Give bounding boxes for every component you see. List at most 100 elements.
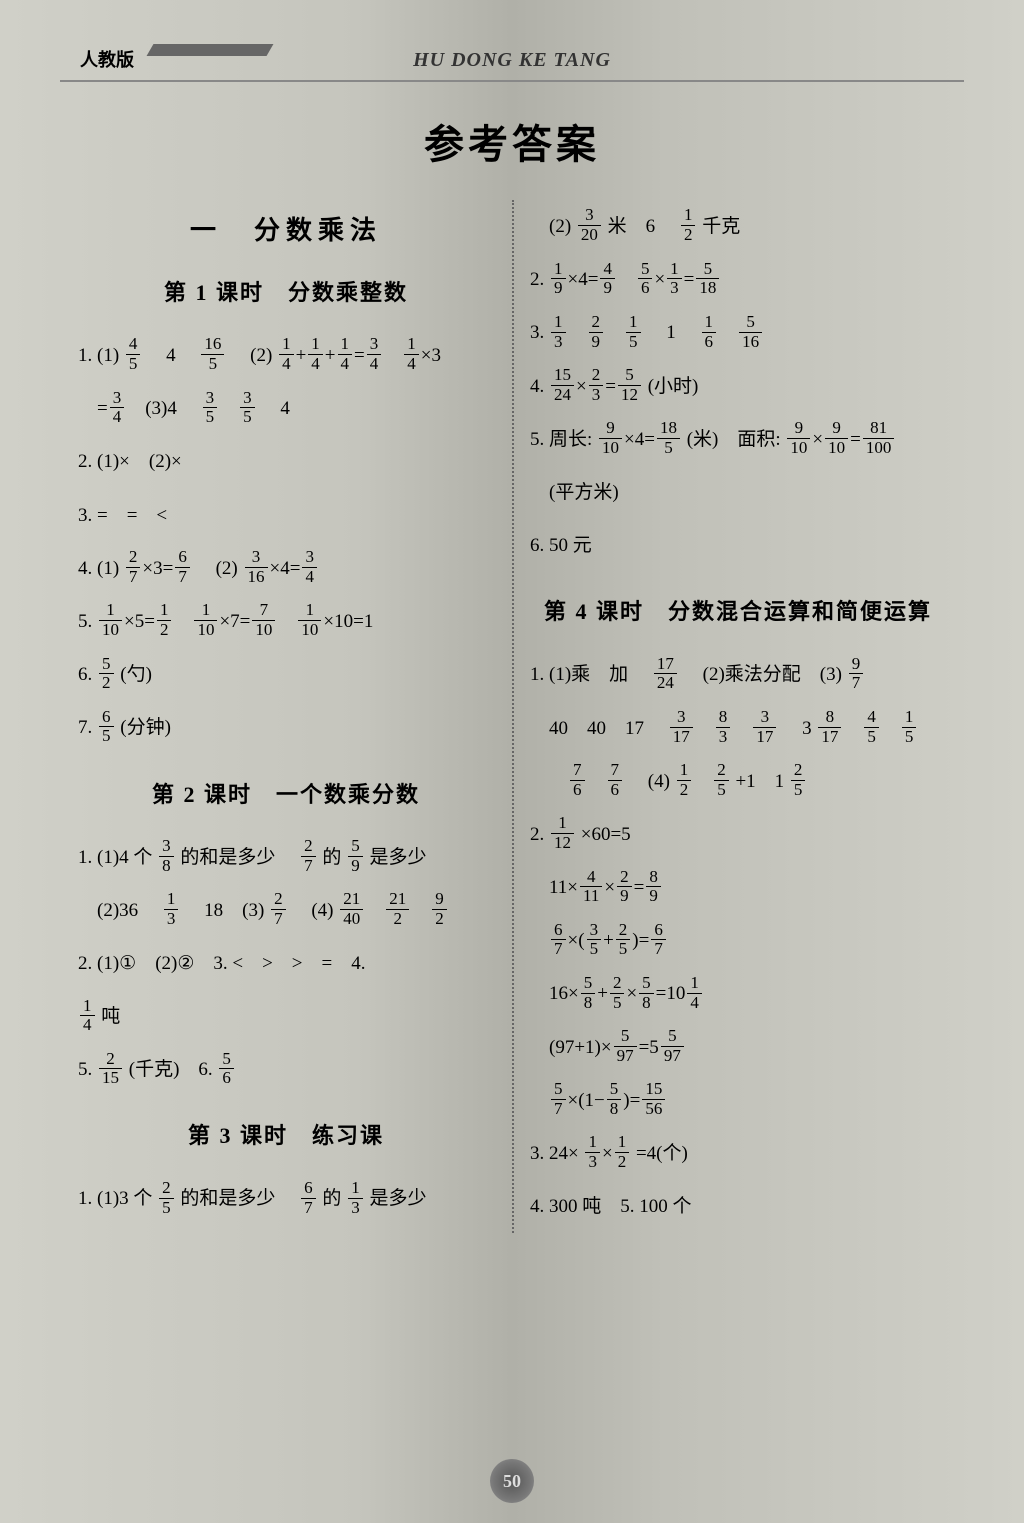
text: (3)4 (145, 398, 196, 419)
fraction: 81100 (863, 419, 895, 457)
header-pinyin: HU DONG KE TANG (413, 49, 611, 72)
fraction: 65 (99, 708, 114, 746)
answer-line: 14 吨 (78, 990, 494, 1043)
answer-line: (97+1)×597=5597 (530, 1021, 946, 1074)
fraction: 13 (551, 313, 566, 351)
text: 的和是多少 (180, 847, 294, 868)
fraction: 316 (245, 548, 268, 586)
text: +1 1 (735, 771, 784, 792)
text: =4(个) (636, 1143, 688, 1164)
lesson-heading: 第 1 课时 分数乘整数 (78, 275, 494, 307)
fraction: 58 (639, 974, 654, 1012)
answer-line: 11×411×29=89 (530, 861, 946, 914)
fraction: 14 (338, 335, 353, 373)
answer-line: 2. (1)× (2)× (78, 435, 494, 488)
fraction: 92 (432, 890, 447, 928)
fraction: 518 (696, 260, 719, 298)
fraction: 12 (157, 601, 172, 639)
fraction: 110 (194, 601, 217, 639)
left-column: 一 分数乘法 第 1 课时 分数乘整数 1. (1) 45 4 165 (2) … (60, 200, 512, 1233)
fraction: 14 (279, 335, 294, 373)
fraction: 38 (159, 837, 174, 875)
text: (米) 面积: (687, 429, 781, 450)
text: 5. (78, 611, 97, 632)
fraction: 512 (618, 366, 641, 404)
answer-line: 5. 周长: 910×4=185 (米) 面积: 910×910=81100 (530, 413, 946, 466)
fraction: 35 (240, 389, 255, 427)
fraction: 12 (615, 1133, 630, 1171)
text: 3. (530, 322, 549, 343)
fraction: 67 (551, 921, 566, 959)
fraction: 29 (617, 868, 632, 906)
text: 的和是多少 (180, 1188, 294, 1209)
edition-label: 人教版 (80, 46, 134, 72)
text: (2)36 (97, 900, 157, 921)
text: (勺) (120, 664, 152, 685)
text: 1. (1)乘 加 (530, 664, 647, 685)
answer-line: 1. (1)乘 加 1724 (2)乘法分配 (3) 97 (530, 648, 946, 701)
answer-line: 5. 110×5=12 110×7=710 110×10=1 (78, 595, 494, 648)
fraction: 710 (252, 601, 275, 639)
text: 米 6 (608, 216, 675, 237)
fraction: 16 (702, 313, 717, 351)
answer-line: (2) 320 米 6 12 千克 (530, 200, 946, 253)
fraction: 59 (348, 837, 363, 875)
answer-line: 5. 215 (千克) 6. 56 (78, 1043, 494, 1096)
fraction: 29 (589, 313, 604, 351)
answer-line: 16×58+25×58=1014 (530, 967, 946, 1020)
text: 吨 (101, 1006, 120, 1027)
text: 2. (530, 824, 549, 845)
fraction: 45 (864, 708, 879, 746)
answer-line: 76 76 (4) 12 25 +1 1 25 (530, 755, 946, 808)
text: 的 (322, 1188, 341, 1209)
fraction: 34 (302, 548, 317, 586)
fraction: 165 (201, 335, 224, 373)
fraction: 57 (551, 1080, 566, 1118)
fraction: 76 (570, 761, 585, 799)
fraction: 14 (404, 335, 419, 373)
fraction: 910 (825, 419, 848, 457)
fraction: 2140 (340, 890, 363, 928)
fraction: 411 (580, 868, 602, 906)
fraction: 35 (587, 921, 602, 959)
fraction: 27 (126, 548, 141, 586)
text: 3. 24× (530, 1143, 579, 1164)
fraction: 1724 (654, 655, 677, 693)
header-decoration (147, 44, 274, 56)
answer-line: 3. = = < (78, 489, 494, 542)
fraction: 97 (849, 655, 864, 693)
text: (4) (292, 900, 333, 921)
fraction: 317 (753, 708, 776, 746)
answer-line: 4. 1524×23=512 (小时) (530, 360, 946, 413)
fraction: 19 (551, 260, 566, 298)
text: 40 40 17 (549, 718, 663, 739)
answer-line: 6. 50 元 (530, 519, 946, 572)
fraction: 76 (608, 761, 623, 799)
text: 5. (78, 1059, 97, 1080)
fraction: 89 (646, 868, 661, 906)
answer-line: 3. 13 29 15 1 16 516 (530, 306, 946, 359)
text: (4) (629, 771, 670, 792)
text: (2)乘法分配 (3) (684, 664, 842, 685)
answer-line: 2. (1)① (2)② 3. < > > = 4. (78, 937, 494, 990)
fraction: 58 (581, 974, 596, 1012)
lesson-heading: 第 4 课时 分数混合运算和简便运算 (530, 594, 946, 626)
answer-line: 4. 300 吨 5. 100 个 (530, 1180, 946, 1233)
fraction: 910 (787, 419, 810, 457)
unit-heading: 一 分数乘法 (78, 210, 494, 247)
answer-line: 67×(35+25)=67 (530, 914, 946, 967)
text: 1. (1)4 个 (78, 847, 152, 868)
answer-line: 6. 52 (勺) (78, 648, 494, 701)
text: (分钟) (120, 717, 171, 738)
right-column: (2) 320 米 6 12 千克 2. 19×4=49 56×13=518 3… (512, 200, 964, 1233)
fraction: 49 (600, 260, 615, 298)
column-divider (512, 200, 514, 1233)
text: 是多少 (369, 1188, 426, 1209)
fraction: 1556 (642, 1080, 665, 1118)
fraction: 110 (99, 601, 122, 639)
fraction: 15 (902, 708, 917, 746)
fraction: 25 (791, 761, 806, 799)
text: 1. (1) (78, 345, 119, 366)
page-number: 50 (490, 1459, 534, 1503)
fraction: 817 (818, 708, 841, 746)
